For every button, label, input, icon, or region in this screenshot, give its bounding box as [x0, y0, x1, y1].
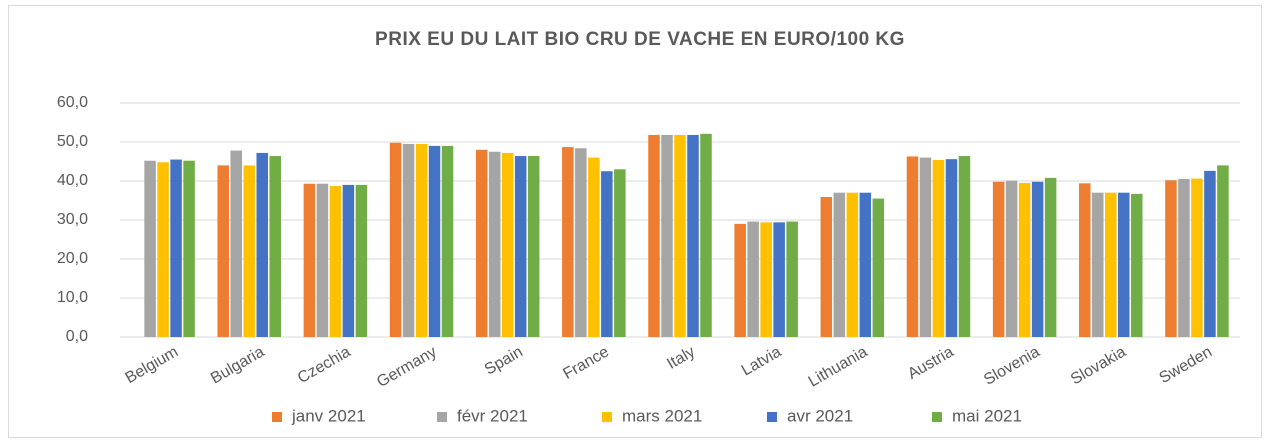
bar — [342, 184, 355, 337]
bar — [760, 222, 772, 337]
bar — [183, 160, 195, 337]
bar — [157, 162, 169, 337]
bar — [1018, 182, 1031, 337]
bar — [932, 159, 945, 337]
bar — [872, 198, 885, 337]
bar — [170, 159, 182, 337]
bar — [786, 221, 798, 337]
bar — [1105, 192, 1117, 337]
bar — [428, 145, 441, 337]
bar — [919, 157, 932, 337]
bar — [700, 133, 712, 337]
bar — [562, 147, 574, 337]
bar — [1005, 180, 1018, 337]
bar — [833, 192, 846, 337]
bar — [514, 156, 527, 337]
bar — [661, 134, 673, 337]
bar — [1191, 178, 1203, 337]
bar — [906, 156, 919, 337]
bar — [773, 222, 785, 337]
legend-label: mars 2021 — [622, 406, 702, 425]
bar — [648, 134, 660, 337]
bar — [402, 143, 415, 337]
legend-swatch — [437, 412, 447, 422]
bar — [217, 165, 229, 337]
bar — [1118, 192, 1130, 337]
bar — [355, 184, 368, 337]
bar — [389, 142, 402, 337]
bar — [958, 156, 971, 337]
bar — [1092, 192, 1104, 337]
bar — [674, 134, 686, 337]
bar — [1217, 165, 1229, 337]
y-tick-label: 30,0 — [57, 211, 88, 228]
bar — [303, 183, 316, 337]
bar — [1031, 181, 1044, 337]
legend-label: mai 2021 — [952, 406, 1022, 425]
bar — [601, 171, 613, 337]
bar — [488, 151, 501, 337]
y-tick-label: 40,0 — [57, 172, 88, 189]
y-tick-label: 60,0 — [57, 94, 88, 111]
legend-swatch — [932, 412, 942, 422]
chart-title: PRIX EU DU LAIT BIO CRU DE VACHE EN EURO… — [375, 29, 905, 50]
bar — [1079, 183, 1091, 337]
bar — [614, 169, 626, 337]
bar — [734, 223, 746, 337]
bar — [475, 149, 488, 337]
legend-swatch — [602, 412, 612, 422]
bar — [1165, 180, 1177, 337]
bar — [992, 181, 1005, 337]
bar — [945, 159, 958, 337]
bar — [527, 156, 540, 337]
bar — [575, 148, 587, 337]
bar — [747, 221, 759, 337]
legend-swatch — [272, 412, 282, 422]
y-tick-label: 50,0 — [57, 133, 88, 150]
y-tick-label: 10,0 — [57, 289, 88, 306]
bar — [256, 152, 268, 337]
bar — [269, 156, 281, 337]
bar — [441, 145, 454, 337]
bar — [859, 192, 872, 337]
bar — [501, 152, 514, 337]
bar — [820, 196, 833, 337]
y-tick-label: 20,0 — [57, 250, 88, 267]
bar — [1178, 179, 1190, 337]
bar — [415, 143, 428, 337]
bar — [316, 183, 329, 337]
bar — [243, 165, 255, 337]
legend-label: avr 2021 — [787, 406, 853, 425]
bar — [588, 157, 600, 337]
legend-swatch — [767, 412, 777, 422]
bar — [1044, 177, 1057, 337]
bar — [144, 160, 156, 337]
bar — [1204, 170, 1216, 337]
bar — [687, 134, 699, 337]
legend-label: févr 2021 — [457, 406, 528, 425]
bar — [329, 186, 342, 337]
legend-label: janv 2021 — [291, 406, 366, 425]
bar — [230, 150, 242, 337]
bar — [846, 192, 859, 337]
y-tick-label: 0,0 — [66, 328, 88, 345]
bar — [1131, 193, 1143, 337]
